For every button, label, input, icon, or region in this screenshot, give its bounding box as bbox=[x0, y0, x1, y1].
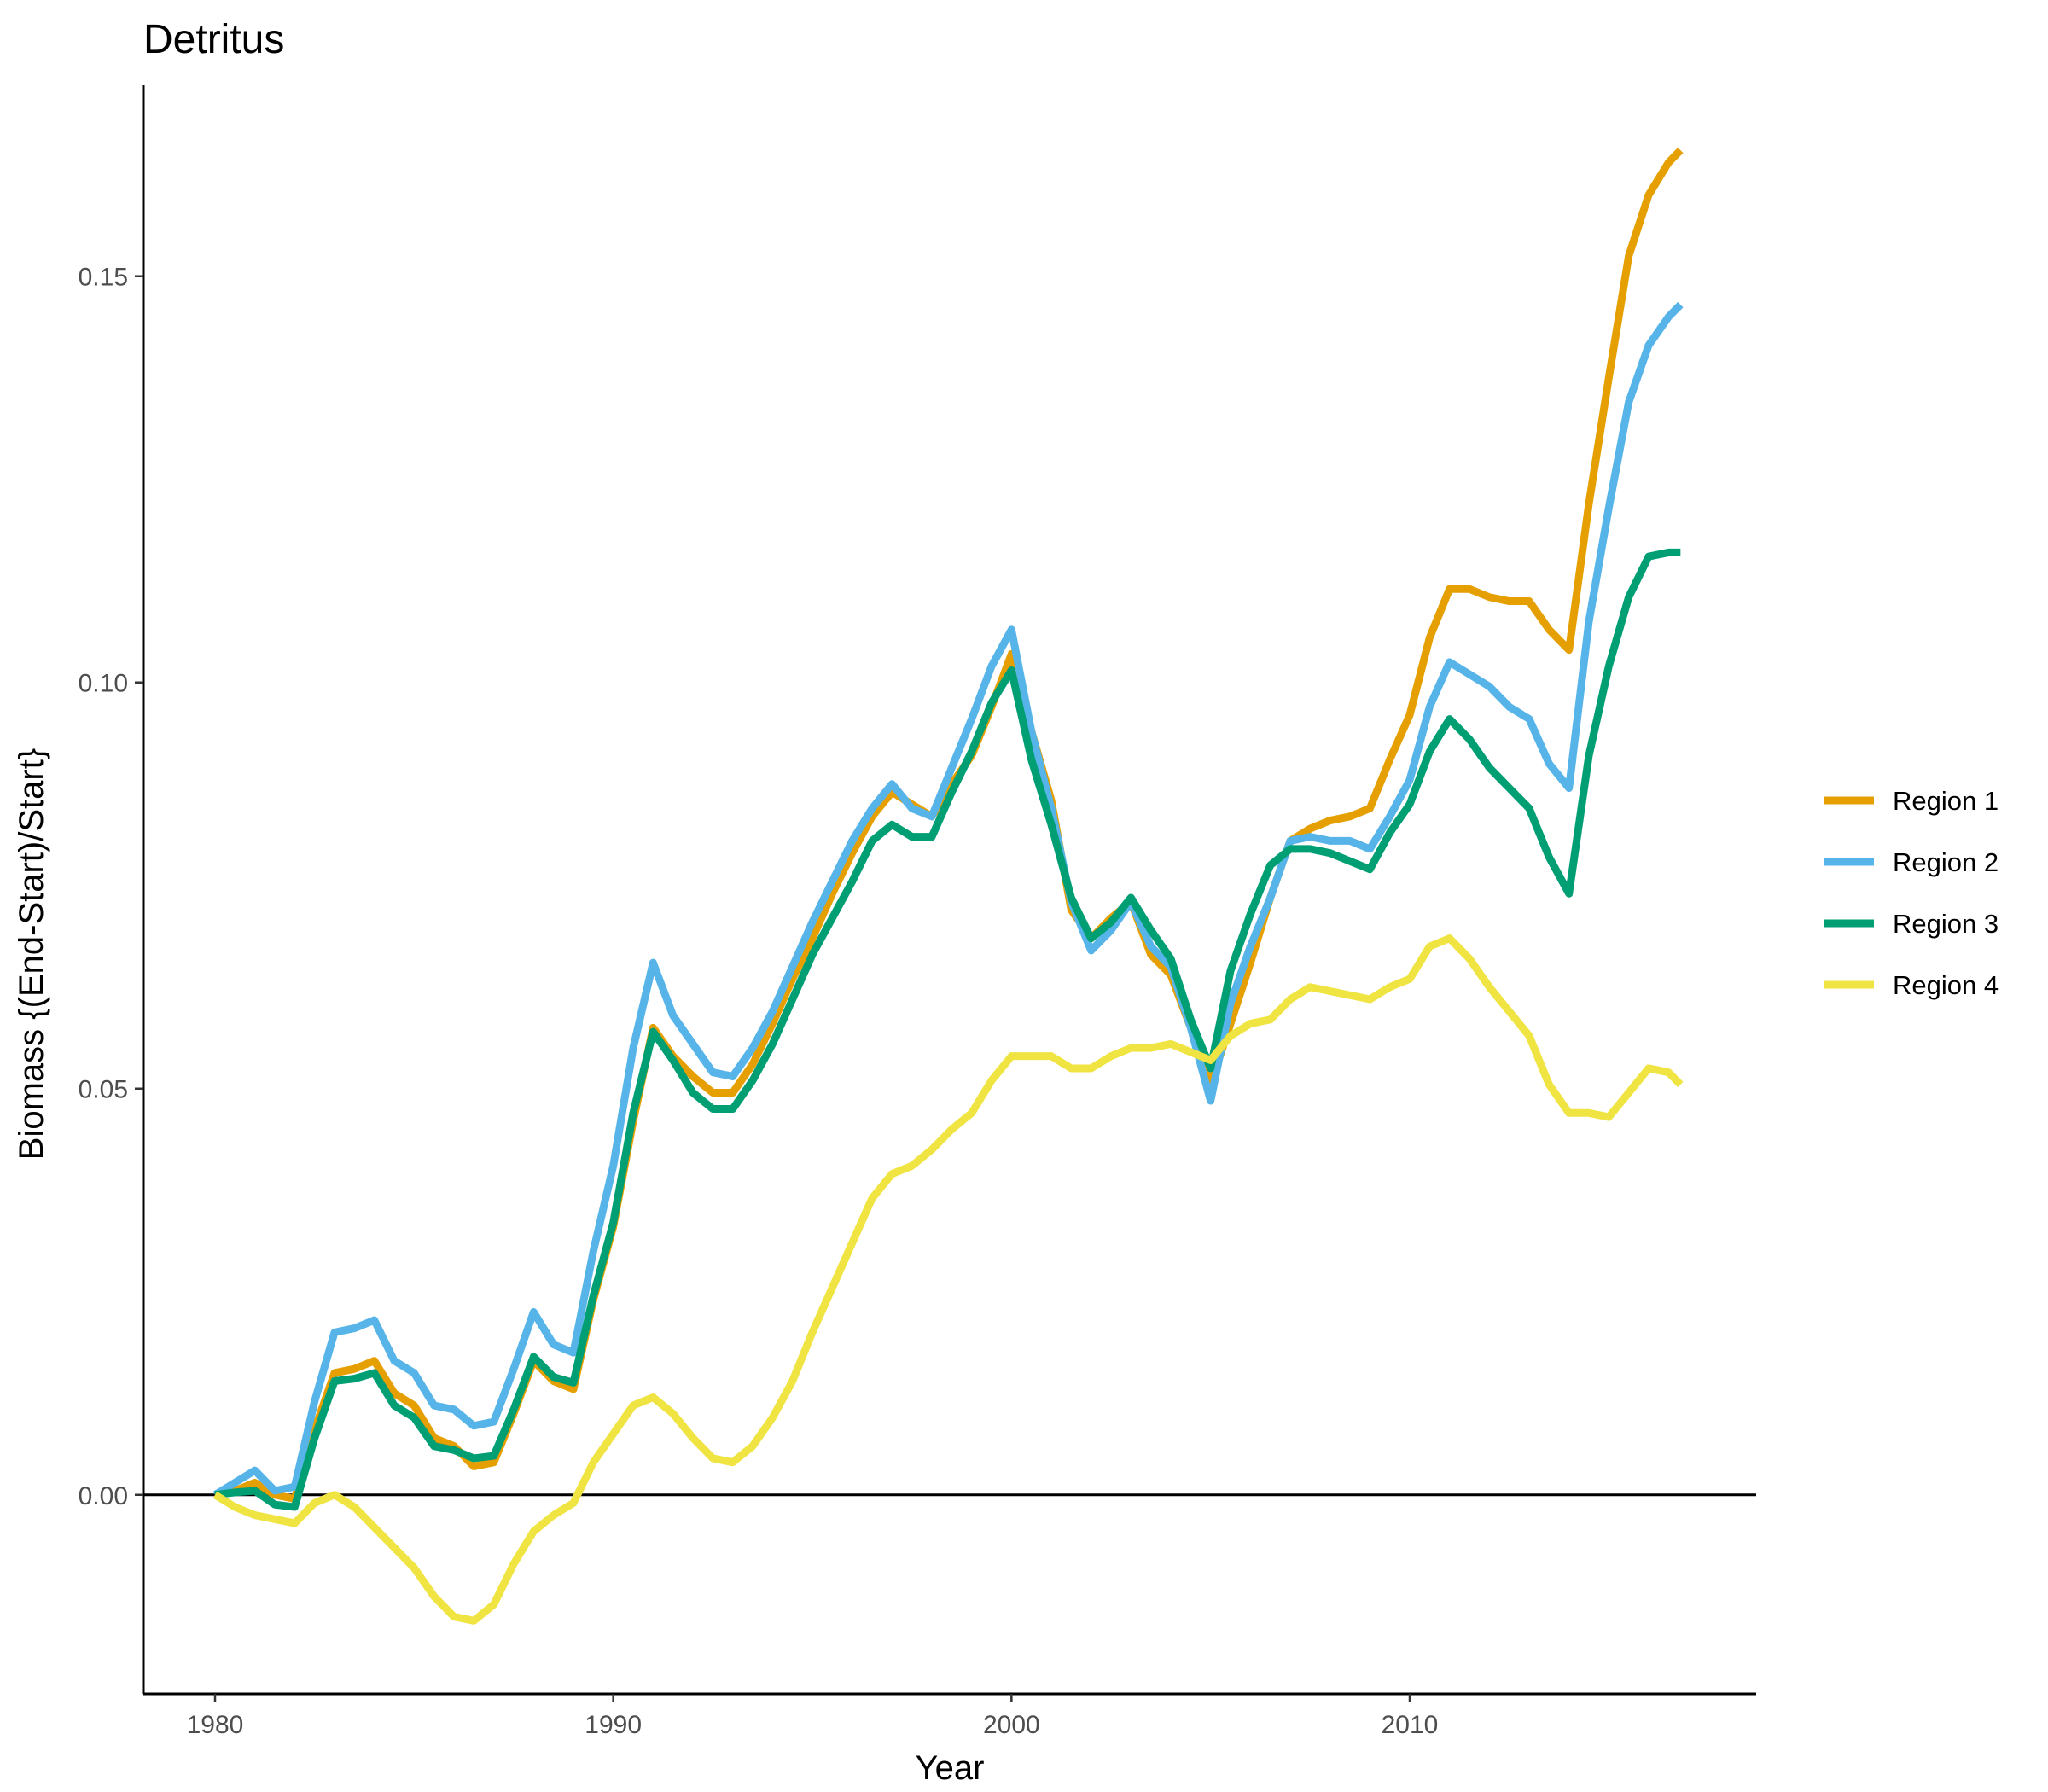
x-tick-label: 2010 bbox=[1382, 1711, 1439, 1739]
legend-label-region-4: Region 4 bbox=[1893, 970, 1999, 1000]
y-axis-title: Biomass {(End-Start)/Start} bbox=[13, 748, 50, 1160]
legend: Region 1 Region 2 Region 3 Region 4 bbox=[1824, 786, 1999, 1000]
y-tick-label: 0.10 bbox=[79, 670, 128, 698]
x-tick-label: 2000 bbox=[983, 1711, 1040, 1739]
x-tick-label: 1980 bbox=[187, 1711, 244, 1739]
legend-label-region-2: Region 2 bbox=[1893, 847, 1999, 877]
series-line-region-3 bbox=[214, 548, 1681, 1511]
legend-label-region-1: Region 1 bbox=[1893, 786, 1999, 816]
y-tick-label: 0.00 bbox=[79, 1482, 128, 1510]
y-tick-label: 0.15 bbox=[79, 264, 128, 292]
series-line-region-1 bbox=[214, 148, 1684, 1504]
y-tick-label: 0.05 bbox=[79, 1076, 128, 1104]
x-axis-title: Year bbox=[916, 1749, 985, 1787]
series-line-region-4 bbox=[212, 934, 1684, 1625]
legend-label-region-3: Region 3 bbox=[1893, 909, 1999, 939]
series-line-region-2 bbox=[212, 301, 1684, 1498]
chart-title: Detritus bbox=[143, 17, 284, 62]
plot-area: 0.00 0.05 0.10 0.15 1980 1990 2000 2010 bbox=[79, 85, 1756, 1739]
x-tick-label: 1990 bbox=[585, 1711, 642, 1739]
